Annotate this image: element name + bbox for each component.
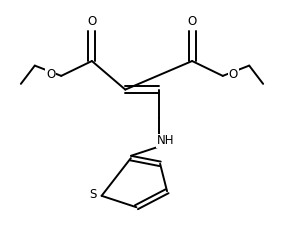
Text: O: O [187, 15, 197, 28]
Text: S: S [89, 188, 96, 201]
Text: NH: NH [157, 135, 174, 147]
Text: O: O [87, 15, 97, 28]
Text: O: O [46, 68, 55, 81]
Text: O: O [229, 68, 238, 81]
